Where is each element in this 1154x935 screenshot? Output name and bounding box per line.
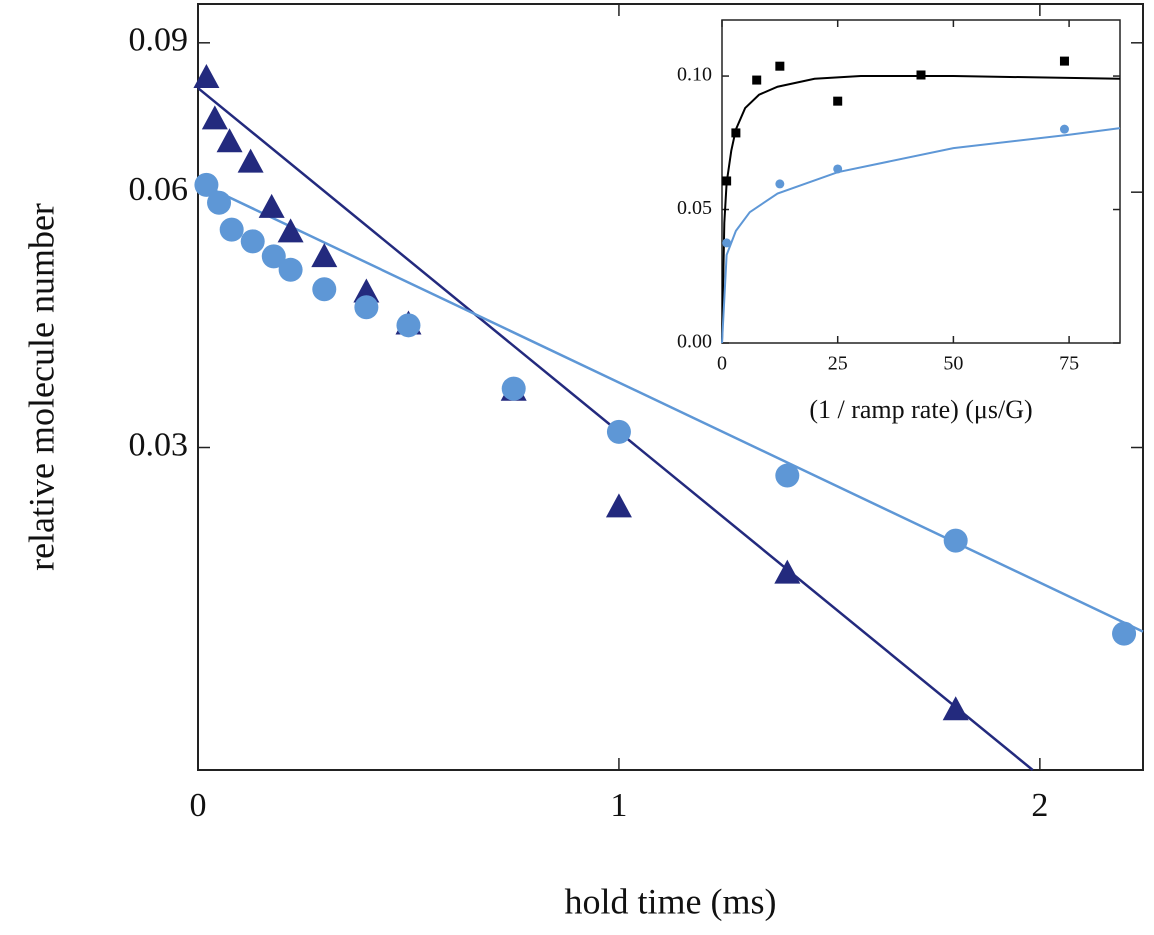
circle-marker [194, 172, 219, 197]
y-tick-label: 0.03 [129, 426, 189, 463]
square-marker [1059, 56, 1069, 66]
circle-marker [1112, 621, 1137, 646]
triangle-marker [216, 128, 243, 153]
circle-marker [354, 295, 379, 320]
plot-frame [721, 19, 1121, 344]
x-tick-label: 2 [1031, 787, 1048, 824]
y-axis-label: relative molecule number [21, 203, 61, 571]
y-tick-label: 0.10 [677, 64, 712, 86]
x-axis-label: hold time (ms) [565, 881, 777, 921]
x-tick-label: 50 [943, 353, 963, 375]
x-tick-label: 25 [828, 353, 848, 375]
triangle-marker [277, 218, 304, 243]
plot-frame [197, 3, 1144, 771]
circle-marker [722, 238, 732, 248]
y-tick-label: 0.09 [129, 22, 189, 59]
triangle-marker [353, 278, 380, 303]
triangle-marker [605, 493, 632, 518]
circle-marker [775, 179, 785, 189]
y-tick-label: 0.00 [677, 331, 712, 353]
square-marker [833, 96, 843, 106]
circle-marker [501, 376, 526, 401]
square-marker [752, 75, 762, 85]
circle-marker [278, 257, 303, 282]
circle-marker [1059, 124, 1069, 134]
circle-marker [775, 463, 800, 488]
square-marker [722, 176, 732, 186]
triangle-marker [237, 148, 264, 173]
x-tick-label: 1 [610, 787, 627, 824]
square-marker [731, 128, 741, 138]
x-tick-label: 75 [1059, 353, 1079, 375]
y-tick-label: 0.05 [677, 197, 712, 219]
y-tick-label: 0.06 [129, 171, 189, 208]
circle-marker [207, 190, 232, 215]
triangle-marker [193, 64, 220, 89]
circle-marker [396, 313, 421, 338]
triangle-marker [311, 243, 338, 268]
circle-marker [219, 217, 244, 242]
x-axis-label: (1 / ramp rate) (μs/G) [809, 395, 1032, 424]
fit-line [721, 127, 1121, 344]
circle-marker [606, 419, 631, 444]
circle-marker [943, 528, 968, 553]
fit-line [197, 181, 1144, 633]
x-tick-label: 0 [190, 787, 207, 824]
fit-line [721, 75, 1121, 344]
x-tick-label: 0 [717, 353, 727, 375]
triangle-marker [942, 696, 969, 721]
square-marker [775, 61, 785, 71]
triangle-marker [201, 105, 228, 130]
circle-marker [240, 229, 265, 254]
triangle-marker [774, 559, 801, 584]
circle-marker [261, 244, 286, 269]
square-marker [916, 70, 926, 80]
triangle-marker [258, 193, 285, 218]
circle-marker [833, 164, 843, 174]
circle-marker [312, 277, 337, 302]
